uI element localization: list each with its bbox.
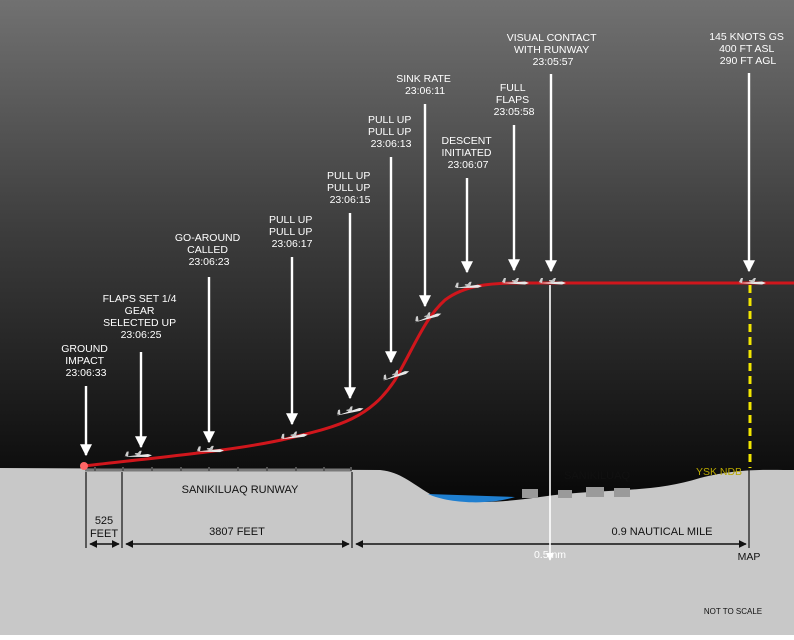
event-labels: GROUND IMPACT 23:06:33 FLAPS SET 1/4 GEA… bbox=[61, 31, 787, 379]
water bbox=[428, 494, 515, 503]
distance-525-feet-line1: 525 bbox=[95, 515, 113, 527]
runway-label: SANIKILUAQ RUNWAY bbox=[182, 484, 299, 496]
impact-point bbox=[80, 462, 88, 470]
dimension-ticks bbox=[85, 470, 750, 548]
event-label-pull-up-17: PULL UP PULL UP 23:06:17 bbox=[269, 214, 315, 250]
town-label: SANIKILUAQ bbox=[564, 470, 630, 482]
event-label-pull-up-15: PULL UP PULL UP 23:06:15 bbox=[327, 170, 373, 206]
event-label-full-flaps: FULL FLAPS 23:05:58 bbox=[494, 82, 535, 118]
event-label-flaps-gear: FLAPS SET 1/4 GEAR SELECTED UP 23:06:25 bbox=[103, 293, 180, 341]
event-label-visual-contact: VISUAL CONTACT WITH RUNWAY 23:05:57 bbox=[507, 32, 600, 68]
event-label-go-around: GO-AROUND CALLED 23:06:23 bbox=[175, 232, 243, 268]
distance-0-5-nm: 0.5 nm bbox=[534, 549, 566, 561]
town-buildings bbox=[522, 487, 630, 498]
ndb-label: YSK NDB bbox=[696, 466, 742, 478]
event-label-speed-altitude: 145 KNOTS GS 400 FT ASL 290 FT AGL bbox=[709, 31, 787, 67]
terrain bbox=[0, 468, 794, 635]
distance-0-9-nm: 0.9 NAUTICAL MILE bbox=[611, 526, 712, 538]
event-label-pull-up-13: PULL UP PULL UP 23:06:13 bbox=[368, 114, 414, 150]
runway-lights bbox=[94, 467, 352, 471]
event-label-sink-rate: SINK RATE 23:06:11 bbox=[396, 73, 454, 97]
distance-525-feet-line2: FEET bbox=[90, 528, 118, 540]
sky-background bbox=[0, 0, 794, 520]
map-label: MAP bbox=[738, 551, 761, 563]
event-arrows bbox=[80, 73, 755, 457]
not-to-scale-note: NOT TO SCALE bbox=[704, 607, 762, 616]
event-label-descent-initiated: DESCENT INITIATED 23:06:07 bbox=[442, 135, 495, 171]
distance-3807-feet: 3807 FEET bbox=[209, 526, 265, 538]
event-label-ground-impact: GROUND IMPACT 23:06:33 bbox=[61, 343, 111, 379]
